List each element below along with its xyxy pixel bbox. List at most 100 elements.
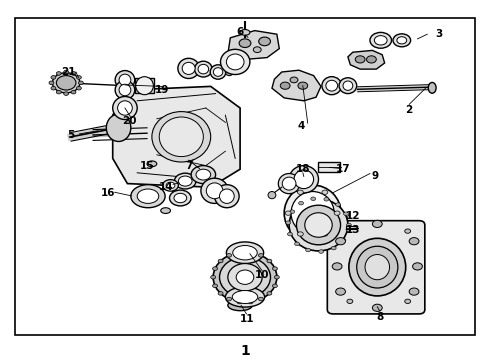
Ellipse shape <box>322 77 342 95</box>
Ellipse shape <box>174 173 196 189</box>
Text: 11: 11 <box>240 314 255 324</box>
Circle shape <box>56 72 61 75</box>
Circle shape <box>288 232 293 236</box>
Circle shape <box>409 288 419 295</box>
Ellipse shape <box>268 192 276 199</box>
Ellipse shape <box>191 166 216 184</box>
Polygon shape <box>228 31 279 59</box>
Ellipse shape <box>118 101 132 115</box>
Ellipse shape <box>174 193 187 203</box>
Circle shape <box>218 292 223 295</box>
Ellipse shape <box>326 80 338 91</box>
Text: 6: 6 <box>237 27 244 37</box>
Circle shape <box>298 82 308 89</box>
Circle shape <box>237 251 242 254</box>
Ellipse shape <box>56 76 76 90</box>
Circle shape <box>347 299 353 303</box>
Circle shape <box>259 37 270 46</box>
Text: 12: 12 <box>345 211 360 221</box>
Ellipse shape <box>166 182 175 189</box>
Circle shape <box>274 275 279 279</box>
Ellipse shape <box>182 62 195 75</box>
Ellipse shape <box>296 205 341 245</box>
Ellipse shape <box>106 114 131 141</box>
Ellipse shape <box>201 178 228 203</box>
Ellipse shape <box>52 73 80 93</box>
Circle shape <box>341 238 346 242</box>
Ellipse shape <box>220 257 270 297</box>
Circle shape <box>297 232 303 236</box>
Ellipse shape <box>213 68 223 76</box>
Ellipse shape <box>357 246 398 288</box>
Circle shape <box>334 211 340 215</box>
Ellipse shape <box>428 82 436 93</box>
Circle shape <box>409 238 419 245</box>
Ellipse shape <box>131 185 165 208</box>
Text: 5: 5 <box>68 130 74 140</box>
Circle shape <box>372 304 382 311</box>
Text: 1: 1 <box>240 344 250 358</box>
Ellipse shape <box>119 74 131 86</box>
Circle shape <box>64 70 69 74</box>
Circle shape <box>332 263 342 270</box>
Text: 4: 4 <box>297 121 305 131</box>
Ellipse shape <box>136 77 153 95</box>
Circle shape <box>51 86 56 90</box>
Ellipse shape <box>236 270 254 284</box>
Ellipse shape <box>228 300 252 311</box>
Circle shape <box>336 288 345 295</box>
Bar <box>135 78 154 93</box>
Ellipse shape <box>159 117 203 157</box>
Ellipse shape <box>289 166 318 193</box>
Text: 21: 21 <box>61 67 76 77</box>
Ellipse shape <box>305 213 332 237</box>
Ellipse shape <box>228 264 262 291</box>
Circle shape <box>336 203 341 206</box>
Ellipse shape <box>147 161 157 167</box>
Ellipse shape <box>291 192 334 235</box>
Circle shape <box>272 267 277 270</box>
Circle shape <box>267 292 272 295</box>
Ellipse shape <box>226 242 264 264</box>
Circle shape <box>237 300 242 304</box>
Circle shape <box>318 250 323 253</box>
Circle shape <box>285 211 291 215</box>
Ellipse shape <box>215 185 239 208</box>
Ellipse shape <box>152 112 211 162</box>
Text: 7: 7 <box>185 161 193 171</box>
Ellipse shape <box>370 32 392 48</box>
Polygon shape <box>348 50 385 69</box>
Circle shape <box>405 229 411 233</box>
Ellipse shape <box>365 255 390 280</box>
Circle shape <box>76 86 81 90</box>
Ellipse shape <box>374 36 387 45</box>
Circle shape <box>331 246 336 250</box>
Polygon shape <box>272 70 321 101</box>
Circle shape <box>367 56 376 63</box>
Ellipse shape <box>226 54 244 70</box>
Ellipse shape <box>294 170 314 189</box>
Circle shape <box>322 232 328 236</box>
Circle shape <box>272 284 277 288</box>
Circle shape <box>253 47 261 53</box>
Text: 3: 3 <box>435 29 442 39</box>
Ellipse shape <box>115 81 135 99</box>
Circle shape <box>248 251 253 254</box>
Circle shape <box>346 228 351 231</box>
Text: 14: 14 <box>159 182 174 192</box>
Text: 10: 10 <box>255 270 270 280</box>
Circle shape <box>280 82 290 89</box>
Text: 18: 18 <box>295 164 310 174</box>
FancyBboxPatch shape <box>327 221 425 314</box>
Circle shape <box>71 72 76 75</box>
Circle shape <box>56 90 61 94</box>
Ellipse shape <box>282 177 296 190</box>
Circle shape <box>248 300 253 304</box>
Ellipse shape <box>225 287 265 307</box>
Text: 17: 17 <box>336 164 350 174</box>
Ellipse shape <box>232 291 258 303</box>
Circle shape <box>405 299 411 303</box>
Bar <box>318 162 340 172</box>
Polygon shape <box>113 86 240 187</box>
Text: 20: 20 <box>122 116 137 126</box>
